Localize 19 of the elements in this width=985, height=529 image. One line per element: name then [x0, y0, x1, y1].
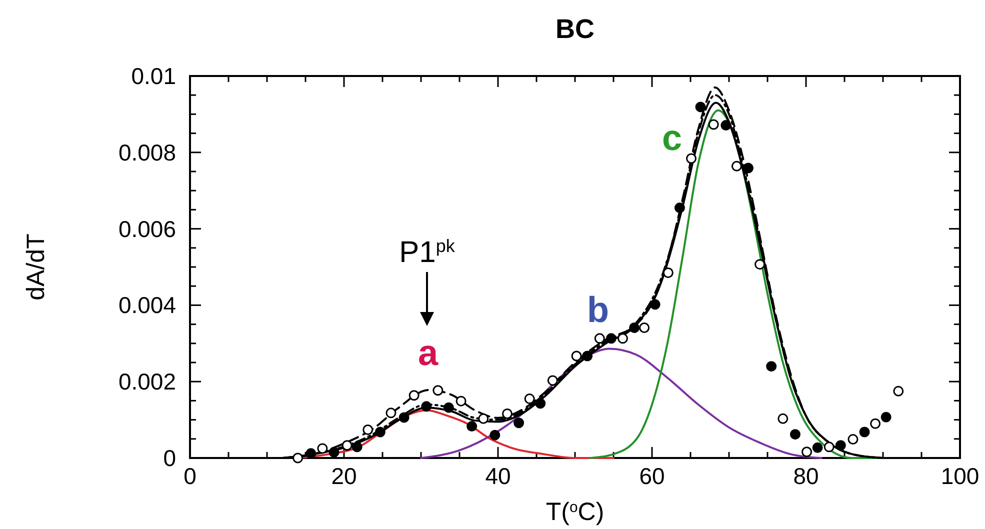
x-tick-label: 20	[331, 463, 357, 489]
y-tick-label: 0.002	[118, 368, 176, 395]
x-tick-label: 100	[940, 463, 980, 489]
annotation: P1$^{pk}$	[399, 236, 456, 269]
x-tick-label: 40	[485, 463, 511, 489]
y-tick-label: 0.006	[118, 216, 176, 242]
x-tick-label: 0	[184, 463, 196, 489]
x-tick-label: 60	[639, 463, 665, 489]
chart-title: BC	[556, 14, 594, 44]
annotation: a	[418, 332, 439, 373]
y-tick-label: 0.01	[131, 63, 176, 89]
x-tick-label: 80	[793, 463, 819, 489]
annotation: b	[587, 289, 609, 330]
x-axis-title: T($^{o}$C)	[546, 498, 604, 526]
y-tick-label: 0	[163, 445, 176, 471]
y-axis-title: dA/dT	[22, 234, 50, 300]
y-tick-label: 0.004	[118, 292, 176, 318]
y-tick-label: 0.008	[118, 139, 176, 166]
annotation: c	[662, 117, 682, 158]
